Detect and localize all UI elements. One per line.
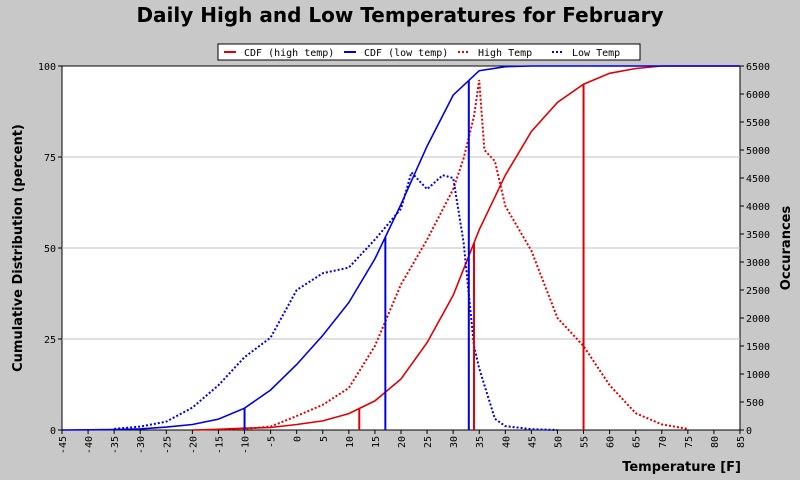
legend: CDF (high temp) CDF (low temp) High Temp Lo… [217,43,641,61]
x-tick-label: 80 [710,436,721,448]
y2-tick-label: 0 [746,426,752,437]
series-low-temp [114,170,558,431]
x-tick-label: -40 [84,436,95,454]
x-tick-label: 55 [580,436,591,448]
x-tick-label: 40 [501,436,512,448]
x-tick-label: 45 [527,436,538,448]
x-tick-label: -20 [188,436,199,454]
legend-label: CDF (high temp) [244,48,334,59]
x-tick-label: 50 [553,436,564,448]
x-tick-label: 0 [293,436,304,442]
y2-tick-label: 6500 [746,62,770,73]
x-tick-label: 75 [684,436,695,448]
y2-tick-label: 1500 [746,342,770,353]
x-tick-label: 20 [397,436,408,448]
x-tick-label: -10 [241,436,252,454]
y2-tick-label: 500 [746,398,764,409]
y2-axis-title: Occurances [779,206,794,291]
legend-label: CDF (low temp) [364,48,448,59]
y2-tick-label: 6000 [746,90,770,101]
x-axis-title: Temperature [F] [622,460,741,475]
chart-title: Daily High and Low Temperatures for Febr… [136,3,663,27]
axes: 0255075100050010001500200025003000350040… [38,62,770,454]
y-axis-title: Cumulative Distribution (percent) [11,124,26,372]
x-tick-label: 5 [319,436,330,442]
series-cdf-low-temp [61,65,740,431]
series-layer [61,65,740,431]
x-tick-label: -35 [110,436,121,454]
legend-label: Low Temp [572,48,620,59]
series-cdf-high-temp [192,65,740,431]
y2-tick-label: 2000 [746,314,770,325]
y2-tick-label: 4500 [746,174,770,185]
x-tick-label: -5 [267,436,278,448]
y2-tick-label: 3000 [746,258,770,269]
x-tick-label: -30 [136,436,147,454]
x-tick-label: 85 [736,436,747,448]
y2-tick-label: 5500 [746,118,770,129]
y2-tick-label: 1000 [746,370,770,381]
grid-lines [62,156,740,340]
marker-layer [243,80,585,430]
legend-label: High Temp [478,48,532,59]
x-tick-label: 10 [345,436,356,448]
x-tick-label: 60 [606,436,617,448]
y-tick-label: 25 [44,335,56,346]
y2-tick-label: 3500 [746,230,770,241]
x-tick-label: -45 [58,436,69,454]
x-tick-label: 30 [449,436,460,448]
y2-tick-label: 2500 [746,286,770,297]
x-tick-label: 35 [475,436,486,448]
x-tick-label: -15 [214,436,225,454]
y-tick-label: 100 [38,62,56,73]
x-tick-label: 70 [658,436,669,448]
y-tick-label: 75 [44,153,56,164]
y2-tick-label: 4000 [746,202,770,213]
y-tick-label: 50 [44,244,56,255]
x-tick-label: 25 [423,436,434,448]
y2-tick-label: 5000 [746,146,770,157]
x-tick-label: 65 [632,436,643,448]
x-tick-label: 15 [371,436,382,448]
legend-box [217,43,641,61]
y-tick-label: 0 [50,426,56,437]
x-tick-label: -25 [162,436,173,454]
series-high-temp [218,79,688,431]
